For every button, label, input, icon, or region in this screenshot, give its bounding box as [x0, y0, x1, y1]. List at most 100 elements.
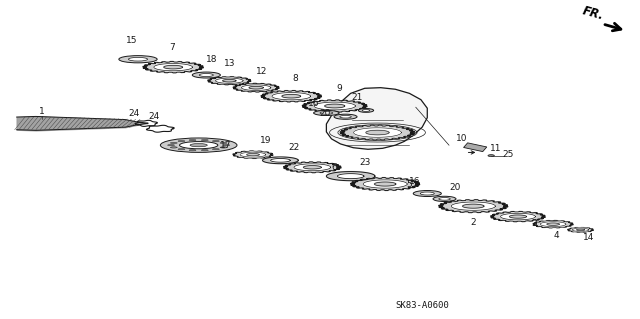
- Polygon shape: [463, 143, 487, 152]
- Polygon shape: [282, 94, 301, 98]
- Polygon shape: [438, 200, 508, 213]
- Ellipse shape: [190, 144, 207, 147]
- Ellipse shape: [420, 192, 435, 195]
- Ellipse shape: [212, 140, 220, 142]
- Ellipse shape: [223, 145, 230, 146]
- Text: 19: 19: [260, 136, 271, 145]
- Text: 21: 21: [351, 93, 363, 102]
- Polygon shape: [216, 78, 243, 83]
- Ellipse shape: [129, 57, 148, 61]
- Text: 16: 16: [308, 99, 319, 108]
- Polygon shape: [547, 223, 559, 225]
- Polygon shape: [143, 62, 204, 73]
- Polygon shape: [240, 152, 266, 157]
- Ellipse shape: [439, 197, 451, 200]
- Polygon shape: [340, 125, 415, 140]
- Text: 2: 2: [470, 219, 476, 227]
- Ellipse shape: [161, 138, 237, 152]
- Polygon shape: [164, 65, 182, 69]
- Text: 11: 11: [490, 144, 501, 153]
- Polygon shape: [208, 77, 251, 85]
- Ellipse shape: [362, 109, 370, 111]
- Text: FR.: FR.: [580, 4, 605, 23]
- Text: 23: 23: [359, 158, 371, 167]
- Polygon shape: [261, 91, 321, 102]
- Polygon shape: [303, 166, 321, 169]
- Polygon shape: [337, 174, 364, 179]
- Text: 20: 20: [319, 109, 331, 118]
- Text: 13: 13: [223, 59, 235, 69]
- Polygon shape: [246, 153, 259, 156]
- Ellipse shape: [334, 114, 357, 119]
- Text: 18: 18: [205, 55, 217, 64]
- Ellipse shape: [170, 142, 177, 144]
- Polygon shape: [509, 215, 527, 218]
- Ellipse shape: [202, 139, 208, 141]
- Polygon shape: [568, 227, 593, 232]
- Ellipse shape: [192, 72, 220, 78]
- Text: 8: 8: [293, 74, 299, 83]
- Polygon shape: [262, 157, 298, 164]
- Polygon shape: [223, 79, 236, 82]
- Text: 1: 1: [39, 107, 45, 116]
- Polygon shape: [500, 213, 536, 220]
- Polygon shape: [249, 86, 263, 89]
- Ellipse shape: [189, 150, 196, 151]
- Polygon shape: [284, 162, 341, 173]
- Polygon shape: [271, 159, 291, 162]
- Ellipse shape: [413, 190, 442, 197]
- Text: 15: 15: [126, 36, 138, 45]
- Text: 5: 5: [406, 180, 412, 189]
- Ellipse shape: [168, 145, 175, 146]
- Polygon shape: [154, 63, 193, 71]
- Polygon shape: [326, 172, 375, 181]
- Text: 14: 14: [582, 233, 594, 242]
- Text: 12: 12: [255, 67, 267, 76]
- Text: 17: 17: [220, 141, 231, 150]
- Ellipse shape: [178, 149, 185, 150]
- Polygon shape: [314, 102, 355, 110]
- Ellipse shape: [220, 147, 227, 148]
- Text: 7: 7: [169, 43, 175, 52]
- Polygon shape: [233, 83, 279, 92]
- Polygon shape: [302, 100, 367, 112]
- Polygon shape: [374, 182, 396, 186]
- Ellipse shape: [212, 149, 220, 150]
- Polygon shape: [272, 93, 310, 100]
- Text: 20: 20: [450, 183, 461, 192]
- Ellipse shape: [433, 196, 456, 202]
- Ellipse shape: [358, 108, 374, 112]
- Text: 24: 24: [148, 112, 159, 121]
- Text: 10: 10: [456, 134, 468, 143]
- Polygon shape: [572, 228, 589, 231]
- Polygon shape: [294, 164, 331, 171]
- Text: 16: 16: [409, 177, 420, 186]
- Polygon shape: [241, 85, 271, 91]
- Text: 9: 9: [336, 84, 342, 93]
- Polygon shape: [577, 229, 584, 231]
- Ellipse shape: [314, 110, 339, 115]
- Text: 4: 4: [554, 231, 559, 240]
- Text: 24: 24: [128, 109, 139, 118]
- Polygon shape: [491, 211, 545, 222]
- Ellipse shape: [119, 56, 157, 63]
- Polygon shape: [366, 130, 389, 135]
- Ellipse shape: [179, 142, 218, 149]
- Text: 6: 6: [331, 163, 337, 172]
- Ellipse shape: [170, 147, 177, 148]
- Polygon shape: [353, 128, 401, 137]
- Text: 22: 22: [289, 143, 300, 152]
- Polygon shape: [533, 220, 573, 228]
- Text: 25: 25: [502, 150, 514, 159]
- Polygon shape: [233, 151, 273, 159]
- Text: 3: 3: [531, 219, 537, 228]
- Ellipse shape: [220, 142, 227, 144]
- Polygon shape: [351, 177, 420, 190]
- Text: SK83-A0600: SK83-A0600: [396, 300, 449, 309]
- Ellipse shape: [320, 112, 333, 114]
- Ellipse shape: [202, 150, 208, 151]
- Ellipse shape: [178, 140, 185, 142]
- Polygon shape: [363, 180, 407, 188]
- Ellipse shape: [340, 115, 351, 118]
- Polygon shape: [326, 88, 428, 149]
